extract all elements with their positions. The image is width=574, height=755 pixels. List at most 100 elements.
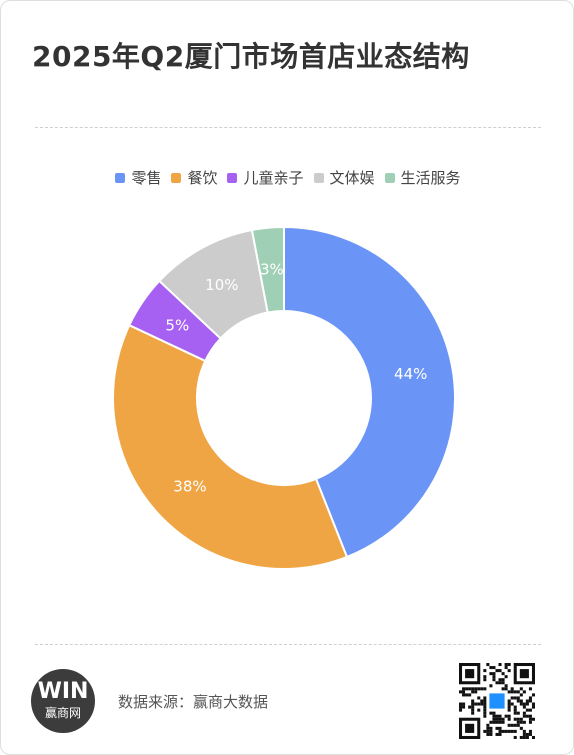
qr-module bbox=[516, 699, 520, 703]
legend-label: 文体娱 bbox=[329, 169, 375, 187]
qr-module bbox=[507, 663, 511, 667]
qr-module bbox=[465, 693, 469, 697]
qr-module bbox=[504, 729, 508, 733]
qr-module bbox=[522, 690, 526, 694]
qr-module bbox=[468, 705, 472, 709]
qr-finder-core bbox=[519, 669, 529, 679]
qr-module bbox=[504, 684, 508, 688]
qr-module bbox=[525, 714, 529, 718]
qr-module bbox=[489, 666, 493, 670]
qr-module bbox=[486, 726, 490, 730]
qr-module bbox=[489, 684, 493, 688]
qr-module bbox=[468, 687, 472, 691]
legend-item[interactable]: 零售 bbox=[115, 167, 161, 188]
qr-module bbox=[480, 687, 484, 691]
qr-module bbox=[495, 726, 499, 730]
qr-module bbox=[492, 717, 496, 721]
bottom-divider bbox=[35, 644, 541, 645]
qr-module bbox=[519, 726, 523, 730]
qr-module bbox=[477, 702, 481, 706]
qr-module bbox=[507, 690, 511, 694]
qr-module bbox=[528, 729, 532, 733]
qr-module bbox=[483, 729, 487, 733]
qr-module bbox=[492, 714, 496, 718]
qr-module bbox=[492, 711, 496, 715]
legend-item[interactable]: 儿童亲子 bbox=[227, 167, 304, 188]
qr-module bbox=[489, 729, 493, 733]
qr-module bbox=[489, 711, 493, 715]
qr-module bbox=[474, 687, 478, 691]
qr-module bbox=[483, 696, 487, 700]
legend-label: 儿童亲子 bbox=[243, 169, 304, 187]
legend-label: 餐饮 bbox=[187, 169, 218, 187]
qr-module bbox=[531, 717, 535, 721]
legend-item[interactable]: 文体娱 bbox=[313, 167, 375, 188]
data-source: 数据来源：赢商大数据 bbox=[118, 693, 269, 711]
qr-module bbox=[492, 672, 496, 676]
qr-module bbox=[522, 705, 526, 709]
qr-module bbox=[522, 702, 526, 706]
qr-module bbox=[471, 708, 475, 712]
qr-module bbox=[501, 717, 505, 721]
qr-module bbox=[489, 720, 493, 724]
qr-module bbox=[486, 729, 490, 733]
qr-module bbox=[495, 681, 499, 685]
qr-module bbox=[501, 681, 505, 685]
qr-module bbox=[507, 708, 511, 712]
qr-module bbox=[525, 732, 529, 736]
qr-module bbox=[483, 705, 487, 709]
qr-module bbox=[528, 699, 532, 703]
qr-center-logo bbox=[489, 693, 505, 709]
qr-module bbox=[522, 714, 526, 718]
qr-module bbox=[531, 735, 535, 739]
qr-module bbox=[516, 711, 520, 715]
qr-module bbox=[504, 663, 508, 667]
qr-module bbox=[504, 687, 508, 691]
qr-module bbox=[498, 681, 502, 685]
qr-module bbox=[483, 714, 487, 718]
qr-module bbox=[519, 720, 523, 724]
qr-module bbox=[513, 717, 517, 721]
qr-module bbox=[501, 672, 505, 676]
qr-module bbox=[471, 702, 475, 706]
qr-module bbox=[501, 729, 505, 733]
qr-module bbox=[474, 690, 478, 694]
qr-module bbox=[513, 696, 517, 700]
logo-mark: WIN bbox=[37, 679, 89, 704]
qr-finder-core bbox=[465, 723, 475, 733]
qr-module bbox=[525, 708, 529, 712]
qr-module bbox=[516, 696, 520, 700]
qr-module bbox=[516, 717, 520, 721]
qr-module bbox=[483, 678, 487, 682]
slice-零售[interactable] bbox=[283, 225, 456, 559]
legend-swatch bbox=[313, 172, 324, 183]
qr-module bbox=[510, 690, 514, 694]
qr-module bbox=[483, 711, 487, 715]
qr-module bbox=[522, 711, 526, 715]
qr-finder-core bbox=[465, 669, 475, 679]
qr-module bbox=[513, 723, 517, 727]
qr-code-icon bbox=[459, 663, 535, 739]
slice-餐饮[interactable] bbox=[112, 323, 349, 570]
legend-item[interactable]: 生活服务 bbox=[384, 167, 461, 188]
slice-label: 3% bbox=[260, 261, 284, 279]
legend-label: 生活服务 bbox=[400, 169, 461, 187]
qr-module bbox=[519, 735, 523, 739]
qr-module bbox=[462, 702, 466, 706]
legend-item[interactable]: 餐饮 bbox=[171, 167, 217, 188]
slice-生活服务[interactable] bbox=[250, 225, 285, 314]
qr-module bbox=[498, 678, 502, 682]
qr-module bbox=[498, 669, 502, 673]
qr-module bbox=[498, 732, 502, 736]
qr-module bbox=[522, 732, 526, 736]
qr-module bbox=[498, 726, 502, 730]
qr-module bbox=[501, 678, 505, 682]
qr-module bbox=[492, 720, 496, 724]
qr-module bbox=[504, 675, 508, 679]
legend-swatch bbox=[227, 172, 238, 183]
qr-module bbox=[510, 729, 514, 733]
qr-module bbox=[528, 708, 532, 712]
qr-module bbox=[480, 702, 484, 706]
qr-module bbox=[495, 732, 499, 736]
qr-module bbox=[462, 705, 466, 709]
